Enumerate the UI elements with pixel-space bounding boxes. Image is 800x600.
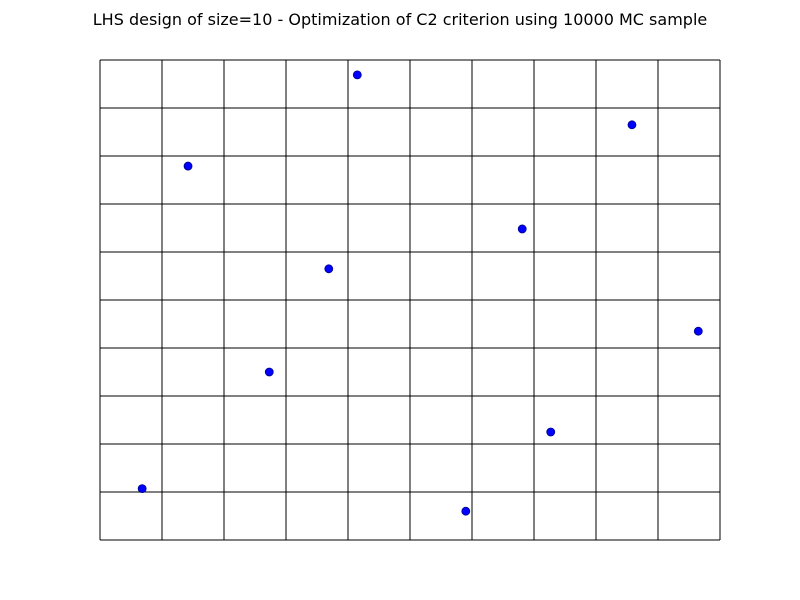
- data-point-10: [693, 326, 703, 336]
- data-point-8: [546, 427, 556, 437]
- data-point-2: [183, 161, 193, 171]
- data-point-5: [352, 70, 362, 80]
- grid-lines: [99, 59, 721, 541]
- data-point-9: [627, 120, 637, 130]
- data-point-3: [264, 367, 274, 377]
- data-points: [137, 70, 703, 516]
- data-point-1: [137, 484, 147, 494]
- chart-title: LHS design of size=10 - Optimization of …: [92, 10, 708, 29]
- data-point-4: [324, 264, 334, 274]
- data-point-7: [517, 224, 527, 234]
- data-point-6: [461, 506, 471, 516]
